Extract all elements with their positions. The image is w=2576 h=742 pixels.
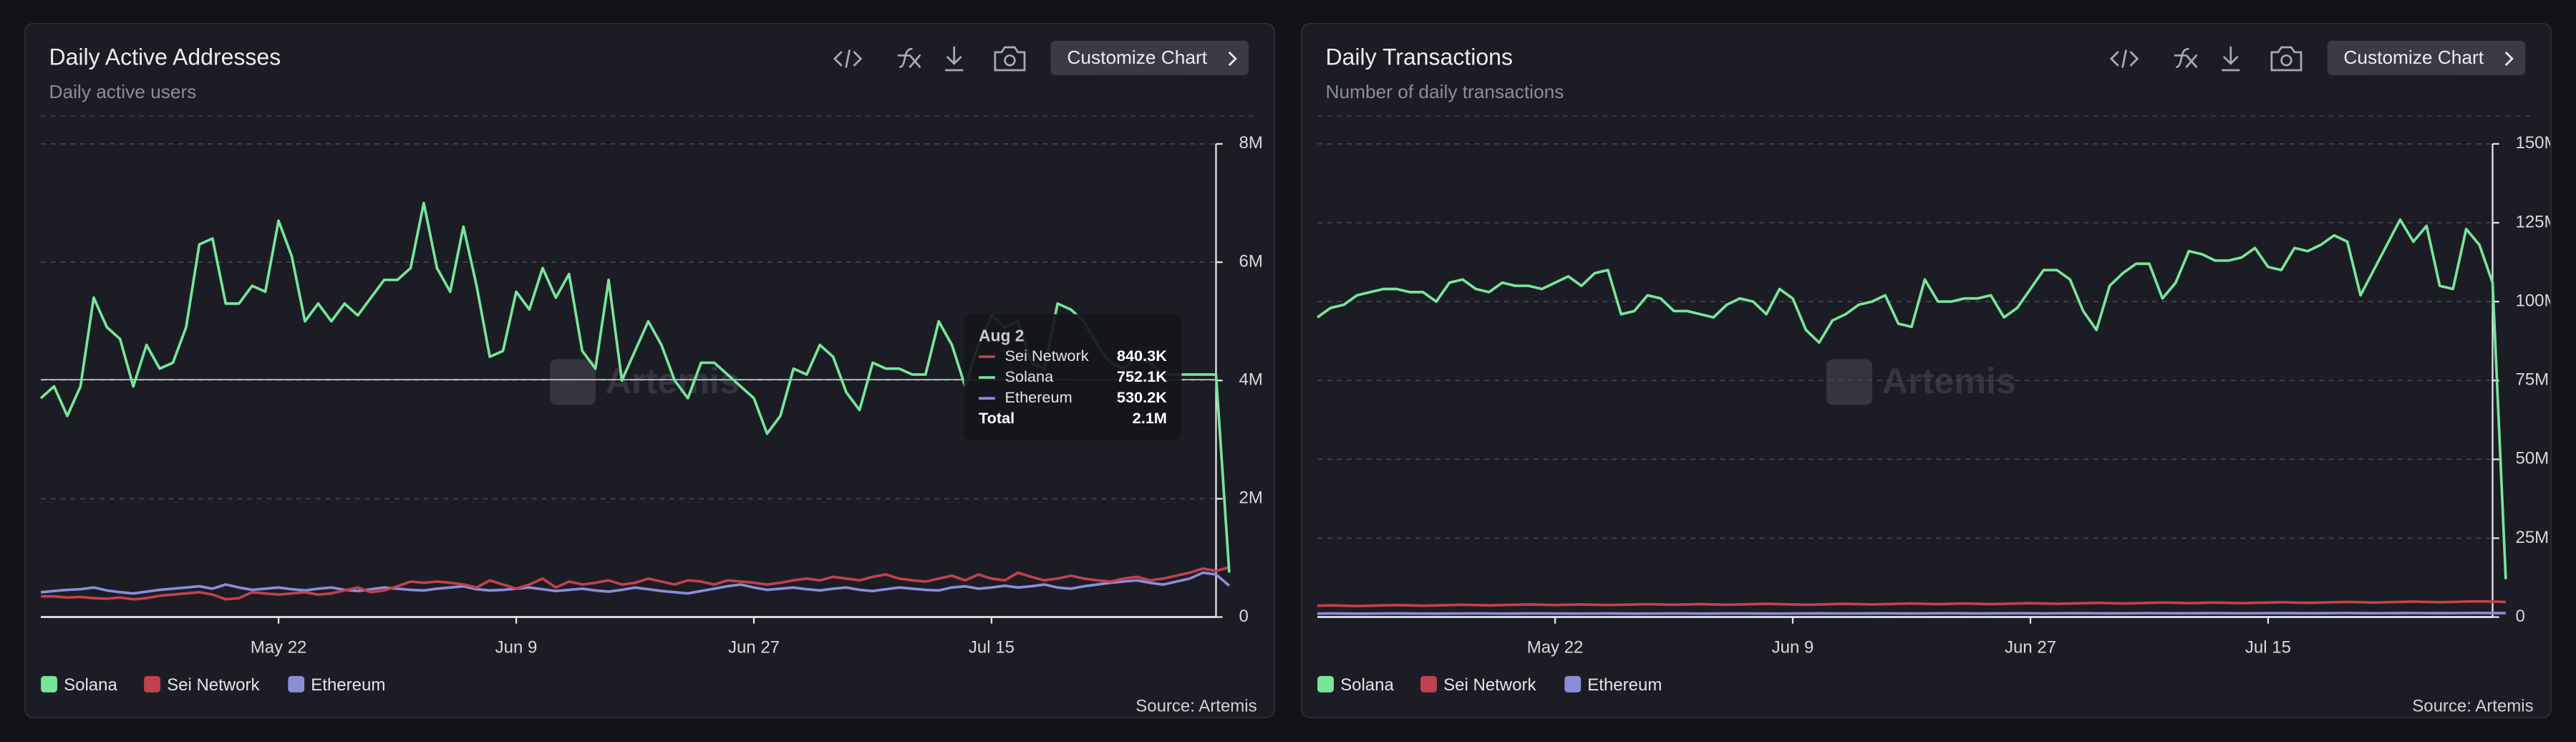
legend-label[interactable]: Ethereum — [1587, 675, 1662, 695]
y-tick-label: 6M — [1239, 251, 1262, 271]
legend-swatch[interactable] — [144, 675, 160, 693]
formula-icon[interactable] — [2174, 47, 2198, 68]
tooltip-box — [964, 314, 1182, 440]
legend-swatch[interactable] — [1564, 675, 1582, 693]
tooltip-series: Ethereum — [1005, 388, 1072, 406]
legend-swatch[interactable] — [1420, 675, 1437, 693]
embed-icon[interactable] — [2109, 49, 2139, 68]
y-tick-label: 8M — [1239, 133, 1262, 153]
chart-panel: Daily Transactions Number of daily transa… — [1301, 23, 2552, 718]
legend-swatch[interactable] — [41, 675, 57, 693]
formula-icon[interactable] — [897, 47, 921, 68]
watermark-logo — [1826, 359, 1873, 405]
legend-label[interactable]: Sei Network — [1443, 675, 1536, 695]
camera-icon[interactable] — [2270, 46, 2303, 72]
source-note: Source: Artemis — [1136, 697, 1256, 716]
chart-subtitle: Daily active users — [49, 81, 197, 102]
legend-swatch[interactable] — [1317, 675, 1334, 693]
x-tick-label: Jul 15 — [969, 637, 1015, 657]
tooltip-value: 752.1K — [1117, 367, 1167, 385]
x-tick-label: Jun 27 — [728, 637, 780, 657]
download-icon[interactable] — [944, 46, 964, 72]
y-tick-label: 75M — [2515, 370, 2549, 390]
camera-lens — [1004, 54, 1016, 67]
series-line — [1317, 218, 2507, 579]
legend-label[interactable]: Sei Network — [167, 675, 260, 695]
y-tick-label: 50M — [2515, 449, 2549, 468]
y-tick-label: 100M — [2515, 291, 2550, 310]
legend-swatch[interactable] — [288, 675, 305, 693]
camera-icon[interactable] — [994, 46, 1026, 72]
y-tick-label: 0 — [2515, 607, 2524, 626]
embed-icon[interactable] — [833, 49, 863, 68]
tooltip-total-label: Total — [979, 409, 1015, 427]
chart-subtitle: Number of daily transactions — [1326, 81, 1564, 102]
tooltip-value: 840.3K — [1117, 347, 1167, 365]
download-icon[interactable] — [2221, 46, 2240, 72]
customize-button-label: Customize Chart — [1067, 47, 1207, 68]
legend-label[interactable]: Ethereum — [311, 675, 385, 695]
customize-button[interactable] — [1050, 40, 1249, 75]
x-tick-label: Jun 27 — [2005, 637, 2056, 657]
customize-button-label: Customize Chart — [2343, 47, 2484, 68]
y-tick-label: 125M — [2515, 212, 2550, 231]
series-line — [1317, 612, 2506, 615]
camera-lens — [2280, 54, 2292, 67]
chart-title: Daily Active Addresses — [49, 44, 281, 69]
x-tick-label: Jul 15 — [2245, 637, 2291, 657]
button-chevron — [1228, 51, 1237, 67]
series-line — [41, 566, 1230, 601]
tooltip-series: Solana — [1005, 367, 1055, 385]
y-tick-label: 2M — [1239, 488, 1262, 508]
tooltip-value: 530.2K — [1117, 388, 1167, 406]
x-tick-label: Jun 9 — [495, 637, 538, 657]
x-tick-label: May 22 — [1527, 637, 1584, 657]
series-line — [40, 571, 1231, 595]
chart-panel: Daily Active Addresses Daily active users… — [24, 23, 1275, 718]
chart-title: Daily Transactions — [1326, 44, 1513, 69]
x-tick-label: Jun 9 — [1772, 637, 1814, 657]
y-tick-label: 4M — [1239, 370, 1262, 390]
y-tick-label: 0 — [1239, 607, 1248, 626]
legend-label[interactable]: Solana — [64, 675, 117, 695]
button-chevron — [2504, 51, 2514, 67]
series-line — [1317, 599, 2506, 607]
tooltip-series: Sei Network — [1005, 347, 1089, 365]
customize-button[interactable] — [2327, 40, 2526, 75]
chart: Daily Active Addresses Daily active users… — [39, 40, 1263, 716]
watermark-logo — [550, 359, 596, 405]
tooltip-title: Aug 2 — [979, 327, 1025, 345]
source-note: Source: Artemis — [2412, 697, 2533, 716]
chart: Daily Transactions Number of daily transa… — [1317, 40, 2550, 716]
y-tick-label: 25M — [2515, 528, 2549, 547]
tooltip-total: 2.1M — [1133, 409, 1167, 427]
legend-label[interactable]: Solana — [1340, 675, 1394, 695]
x-tick-label: May 22 — [251, 637, 307, 657]
